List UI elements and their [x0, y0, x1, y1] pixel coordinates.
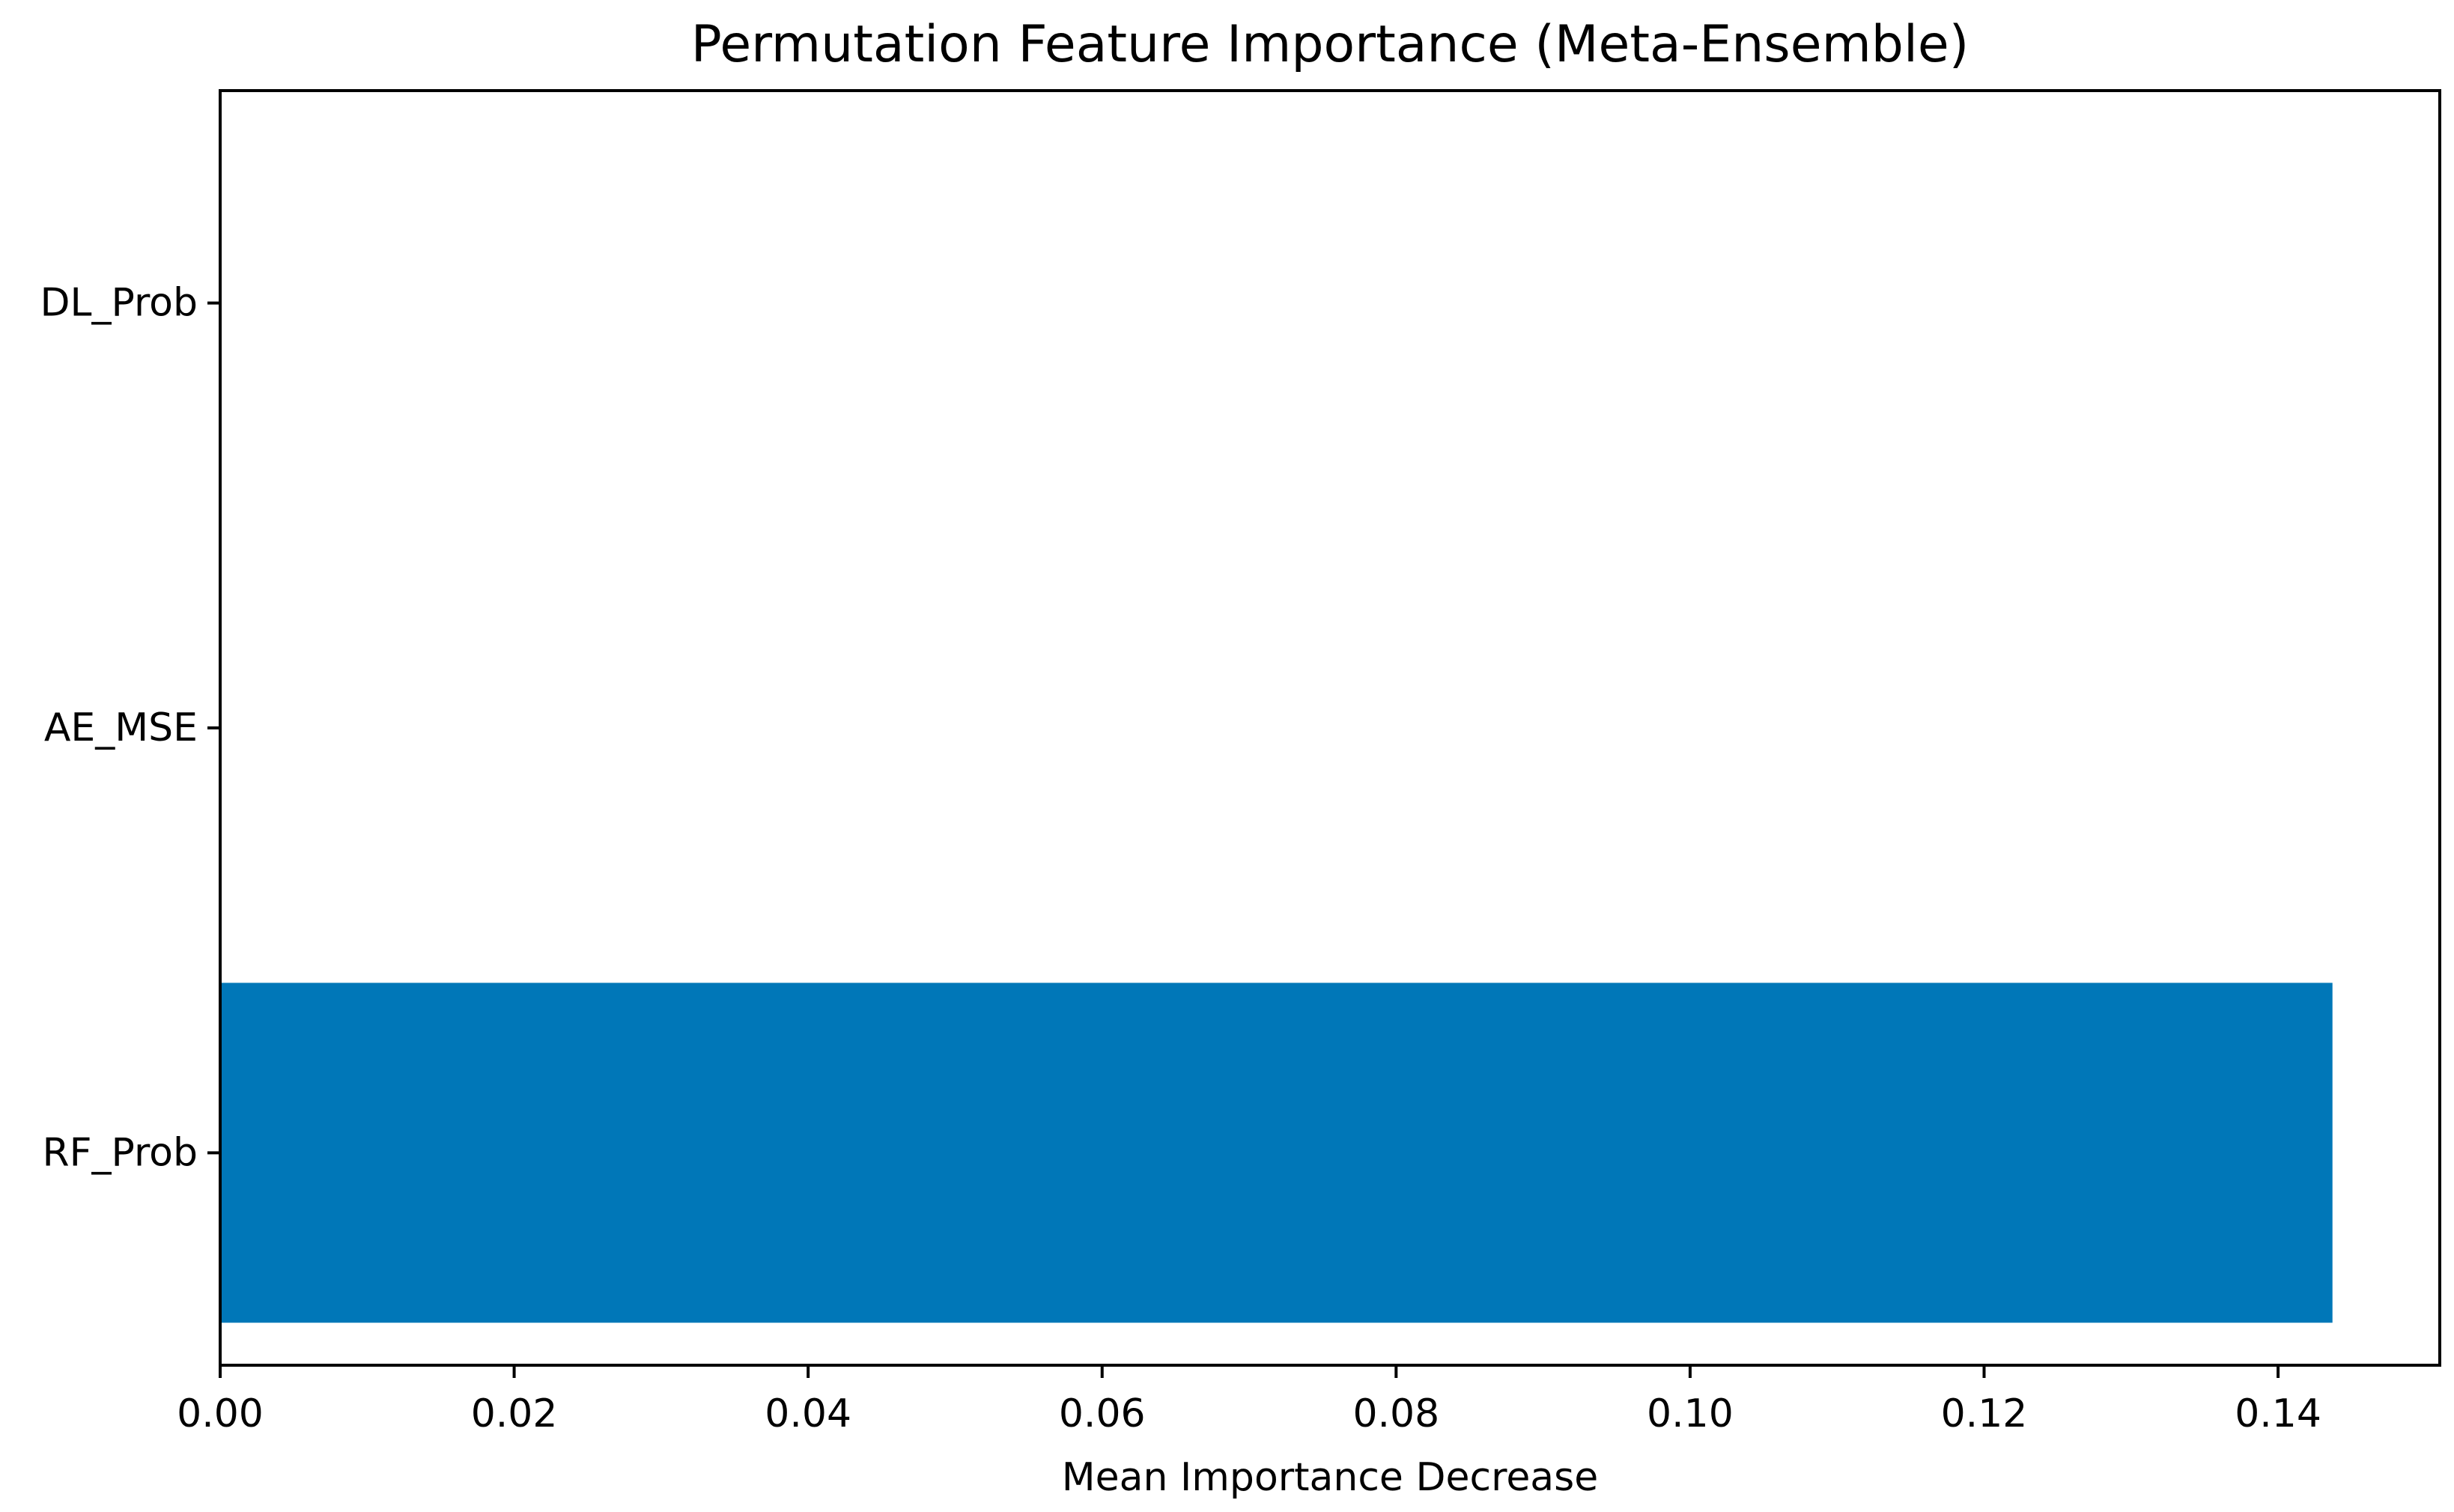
y-tick-label: DL_Prob — [40, 281, 198, 326]
x-axis: 0.00 0.02 0.04 0.06 0.08 0.10 0.12 0.14 — [177, 1365, 2321, 1436]
y-tick-label: AE_MSE — [44, 705, 198, 750]
x-tick-label: 0.12 — [1941, 1391, 2028, 1436]
x-tick-label: 0.14 — [2235, 1391, 2321, 1436]
x-tick-label: 0.10 — [1647, 1391, 1734, 1436]
x-axis-label: Mean Importance Decrease — [1062, 1455, 1599, 1500]
y-axis: RF_Prob AE_MSE DL_Prob — [40, 281, 220, 1175]
chart-title: Permutation Feature Importance (Meta-Ens… — [691, 15, 1969, 74]
y-tick-label: RF_Prob — [42, 1130, 198, 1175]
x-tick-label: 0.02 — [471, 1391, 558, 1436]
bars-layer — [220, 983, 2333, 1323]
x-tick-label: 0.00 — [177, 1391, 264, 1436]
x-tick-label: 0.06 — [1059, 1391, 1146, 1436]
x-tick-label: 0.08 — [1352, 1391, 1439, 1436]
x-tick-label: 0.04 — [765, 1391, 851, 1436]
bar-rf-prob — [220, 983, 2333, 1323]
